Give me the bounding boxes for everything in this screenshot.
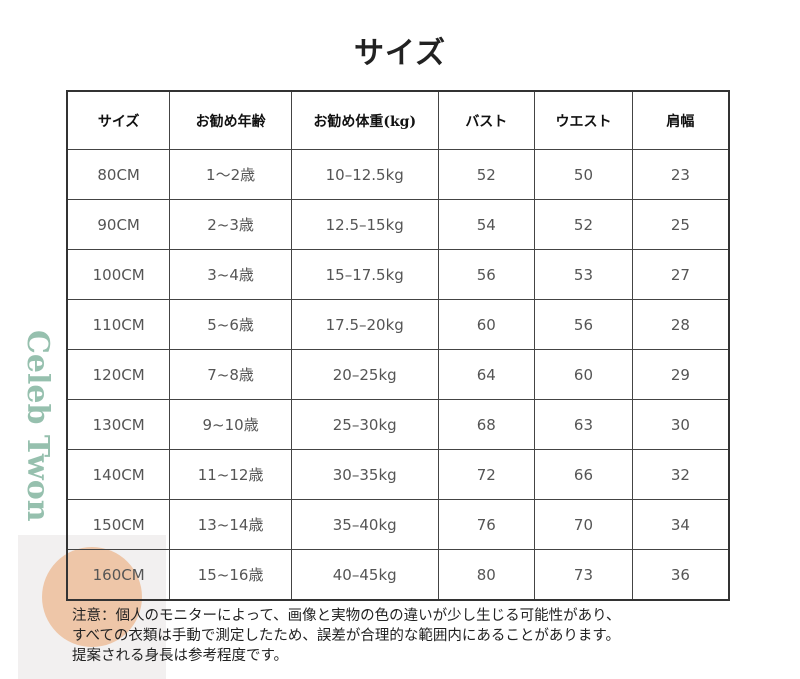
table-cell: 60 bbox=[534, 349, 633, 400]
table-cell: 9~10歳 bbox=[169, 399, 292, 450]
column-header: ウエスト bbox=[534, 90, 633, 150]
table-row: 150CM 13~14歳 35–40kg 76 70 34 bbox=[66, 499, 730, 550]
column-header: お勧め年齢 bbox=[169, 90, 292, 150]
table-cell: 56 bbox=[534, 299, 633, 350]
note-line: すべての衣類は手動で測定したため、誤差が合理的な範囲内にあることがあります。 bbox=[72, 628, 620, 644]
table-cell: 15~16歳 bbox=[169, 549, 292, 601]
table-cell: 100CM bbox=[66, 249, 171, 300]
table-cell: 54 bbox=[437, 199, 536, 250]
table-cell: 160CM bbox=[66, 549, 171, 601]
table-cell: 140CM bbox=[66, 449, 171, 500]
table-cell: 130CM bbox=[66, 399, 171, 450]
table-cell: 60 bbox=[437, 299, 536, 350]
table-cell: 63 bbox=[534, 399, 633, 450]
table-cell: 35–40kg bbox=[290, 499, 439, 550]
table-cell: 11~12歳 bbox=[169, 449, 292, 500]
table-cell: 2~3歳 bbox=[169, 199, 292, 250]
table-cell: 15–17.5kg bbox=[290, 249, 439, 300]
table-cell: 40–45kg bbox=[290, 549, 439, 601]
table-cell: 29 bbox=[631, 349, 730, 400]
table-cell: 76 bbox=[437, 499, 536, 550]
table-cell: 10–12.5kg bbox=[290, 149, 439, 200]
table-row: 110CM 5~6歳 17.5–20kg 60 56 28 bbox=[66, 299, 730, 350]
note-line: 提案される身長は参考程度です。 bbox=[72, 648, 289, 664]
table-cell: 73 bbox=[534, 549, 633, 601]
table-cell: 110CM bbox=[66, 299, 171, 350]
column-header: お勧め体重(kg) bbox=[290, 90, 439, 150]
table-cell: 13~14歳 bbox=[169, 499, 292, 550]
table-cell: 50 bbox=[534, 149, 633, 200]
table-cell: 53 bbox=[534, 249, 633, 300]
table-row: 130CM 9~10歳 25–30kg 68 63 30 bbox=[66, 399, 730, 450]
watermark-text: Celeb Twon bbox=[20, 330, 55, 522]
table-cell: 25–30kg bbox=[290, 399, 439, 450]
table-row: 100CM 3~4歳 15–17.5kg 56 53 27 bbox=[66, 249, 730, 300]
table-cell: 70 bbox=[534, 499, 633, 550]
table-cell: 20–25kg bbox=[290, 349, 439, 400]
table-cell: 52 bbox=[437, 149, 536, 200]
table-row: 80CM 1～2歳 10–12.5kg 52 50 23 bbox=[66, 149, 730, 200]
table-row: 120CM 7~8歳 20–25kg 64 60 29 bbox=[66, 349, 730, 400]
table-cell: 7~8歳 bbox=[169, 349, 292, 400]
table-cell: 30 bbox=[631, 399, 730, 450]
table-cell: 23 bbox=[631, 149, 730, 200]
table-cell: 56 bbox=[437, 249, 536, 300]
column-header: サイズ bbox=[66, 90, 171, 150]
table-cell: 120CM bbox=[66, 349, 171, 400]
size-table: サイズ お勧め年齢 お勧め体重(kg) バスト ウエスト 肩幅 80CM 1～2歳 10–12… bbox=[66, 90, 730, 601]
table-cell: 34 bbox=[631, 499, 730, 550]
table-cell: 3~4歳 bbox=[169, 249, 292, 300]
table-row: 140CM 11~12歳 30–35kg 72 66 32 bbox=[66, 449, 730, 500]
table-cell: 66 bbox=[534, 449, 633, 500]
table-cell: 64 bbox=[437, 349, 536, 400]
table-cell: 80 bbox=[437, 549, 536, 601]
table-cell: 80CM bbox=[66, 149, 171, 200]
table-cell: 12.5–15kg bbox=[290, 199, 439, 250]
table-cell: 25 bbox=[631, 199, 730, 250]
disclaimer-note: 注意：個人のモニターによって、画像と実物の色の違いが少し生じる可能性があり、 す… bbox=[72, 606, 621, 666]
page-title: サイズ bbox=[353, 36, 447, 71]
table-row: 160CM 15~16歳 40–45kg 80 73 36 bbox=[66, 549, 730, 601]
table-cell: 30–35kg bbox=[290, 449, 439, 500]
table-cell: 27 bbox=[631, 249, 730, 300]
table-cell: 72 bbox=[437, 449, 536, 500]
table-cell: 1～2歳 bbox=[169, 149, 292, 200]
table-cell: 17.5–20kg bbox=[290, 299, 439, 350]
column-header: 肩幅 bbox=[631, 90, 730, 150]
table-cell: 36 bbox=[631, 549, 730, 601]
table-cell: 90CM bbox=[66, 199, 171, 250]
table-cell: 52 bbox=[534, 199, 633, 250]
column-header: バスト bbox=[437, 90, 536, 150]
table-cell: 68 bbox=[437, 399, 536, 450]
table-row: 90CM 2~3歳 12.5–15kg 54 52 25 bbox=[66, 199, 730, 250]
note-line: 注意：個人のモニターによって、画像と実物の色の違いが少し生じる可能性があり、 bbox=[72, 608, 621, 624]
table-cell: 5~6歳 bbox=[169, 299, 292, 350]
table-cell: 32 bbox=[631, 449, 730, 500]
table-cell: 28 bbox=[631, 299, 730, 350]
table-header-row: サイズ お勧め年齢 お勧め体重(kg) バスト ウエスト 肩幅 bbox=[66, 90, 730, 150]
table-cell: 150CM bbox=[66, 499, 171, 550]
